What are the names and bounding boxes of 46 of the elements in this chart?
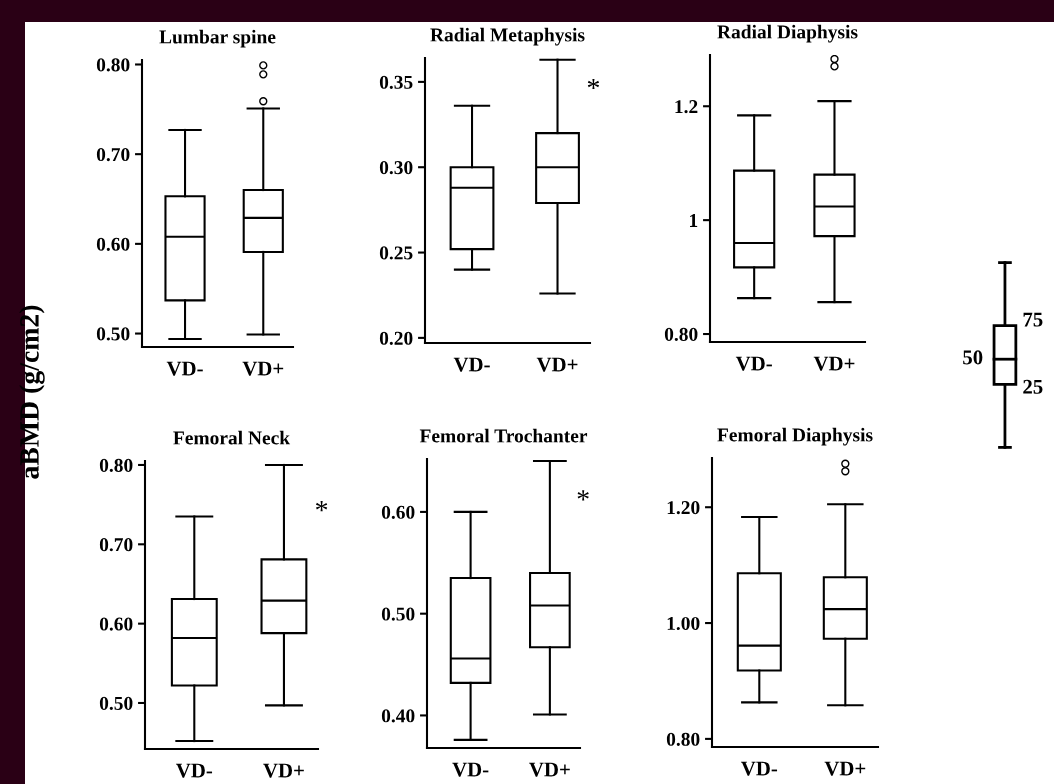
- y-tick-label: 0.80: [96, 58, 130, 72]
- annotation: *: [316, 501, 328, 512]
- annotation: *: [587, 78, 600, 90]
- x-tick-label: VD+: [242, 361, 284, 376]
- y-tick-label: 1: [690, 214, 698, 227]
- chart-title: Femoral Diaphysis: [717, 427, 873, 446]
- text: 50: [963, 350, 983, 365]
- y-tick-label: 0.30: [379, 161, 413, 175]
- text: 25: [1023, 379, 1043, 394]
- x-tick-label: VD-: [735, 356, 772, 371]
- y-tick-label: 0.70: [96, 147, 130, 162]
- annotation: *: [577, 490, 589, 501]
- y-tick-label: 0.35: [379, 75, 413, 89]
- y-tick-label: 0.60: [381, 505, 415, 519]
- y-tick-label: 0.50: [96, 327, 130, 341]
- y-tick-label: 0.80: [99, 458, 133, 472]
- y-tick-label: 0.50: [381, 607, 415, 621]
- y-tick-label: 1.00: [667, 616, 700, 631]
- y-tick-label: 0.70: [99, 538, 133, 552]
- y-tick-label: 0.60: [99, 617, 133, 631]
- y-tick-label: 0.40: [381, 709, 415, 723]
- chart-title: Femoral Trochanter: [419, 428, 588, 443]
- x-tick-label: VD-: [453, 357, 490, 372]
- y-tick-label: 0.50: [99, 696, 133, 711]
- x-tick-label: VD+: [529, 762, 570, 777]
- text: 75: [1023, 312, 1043, 327]
- y-tick-label: 0.80: [664, 327, 698, 342]
- x-tick-label: VD-: [176, 763, 213, 778]
- y-tick-label: 1.2: [675, 100, 698, 114]
- y-axis-title: aBMD (g/cm2): [19, 305, 45, 479]
- x-tick-label: VD-: [452, 762, 489, 777]
- x-tick-label: VD+: [536, 357, 578, 372]
- x-tick-label: VD+: [824, 761, 866, 776]
- chart-title: Lumbar spine: [159, 29, 276, 48]
- y-tick-label: 0.80: [666, 732, 700, 746]
- y-tick-label: 0.25: [379, 246, 413, 260]
- chart-title: Femoral Neck: [173, 430, 291, 445]
- chart-title: Radial Diaphysis: [717, 24, 858, 43]
- y-tick-label: 1.20: [667, 501, 700, 515]
- x-tick-label: VD+: [813, 356, 855, 371]
- y-tick-label: 0.60: [96, 237, 130, 251]
- x-tick-label: VD-: [741, 761, 778, 776]
- y-tick-label: 0.20: [379, 331, 413, 345]
- chart-title: Radial Metaphysis: [430, 27, 585, 46]
- x-tick-label: VD+: [263, 763, 304, 778]
- x-tick-label: VD-: [166, 361, 203, 376]
